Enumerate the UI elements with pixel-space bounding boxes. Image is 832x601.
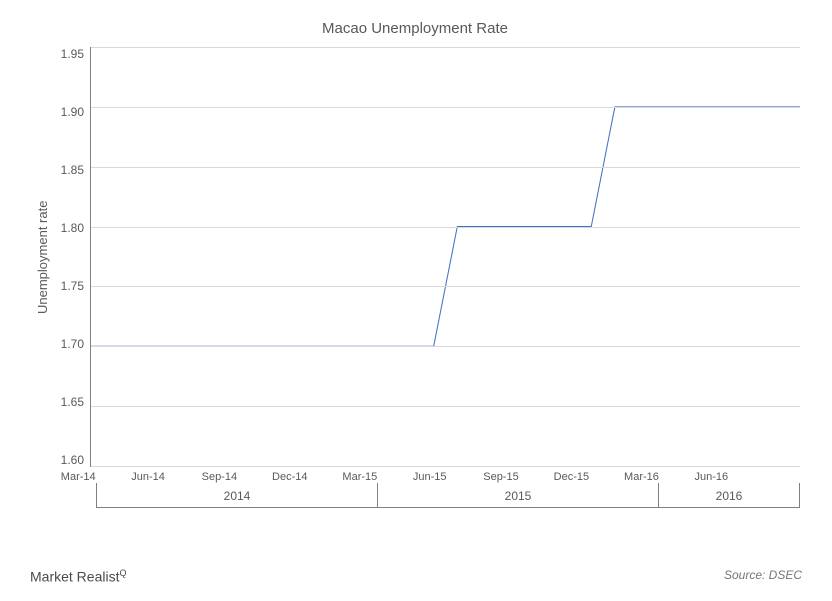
x-tick-label: Jun-16 xyxy=(694,467,764,483)
y-axis-label: Unemployment rate xyxy=(30,47,50,467)
x-tick-label: Mar-16 xyxy=(624,467,694,483)
x-tick-label: Dec-15 xyxy=(554,467,624,483)
year-group-label: 2014 xyxy=(97,483,378,508)
plot-area xyxy=(90,47,800,467)
y-tick-label: 1.80 xyxy=(50,221,84,235)
x-tick-label: Dec-14 xyxy=(272,467,342,483)
y-tick-label: 1.75 xyxy=(50,279,84,293)
gridline xyxy=(91,346,800,347)
y-tick-label: 1.85 xyxy=(50,163,84,177)
gridline xyxy=(91,167,800,168)
y-tick-label: 1.90 xyxy=(50,105,84,119)
x-tick-label: Sep-14 xyxy=(202,467,272,483)
y-axis-ticks: 1.95 1.90 1.85 1.80 1.75 1.70 1.65 1.60 xyxy=(50,47,90,467)
x-tick-label: Jun-14 xyxy=(131,467,201,483)
gridline xyxy=(91,107,800,108)
chart-container: Macao Unemployment Rate Unemployment rat… xyxy=(30,20,800,540)
gridline xyxy=(91,47,800,48)
y-tick-label: 1.60 xyxy=(50,453,84,467)
gridline xyxy=(91,227,800,228)
plot-wrapper: Unemployment rate 1.951.901.851.801.751.… xyxy=(30,47,800,467)
x-tick-label: Jun-15 xyxy=(413,467,483,483)
x-tick-label: Mar-14 xyxy=(61,467,131,483)
brand-text: Market Realist xyxy=(30,569,119,585)
x-tick-label: Mar-15 xyxy=(342,467,412,483)
brand-label: Market RealistQ xyxy=(30,568,126,585)
year-group-label: 2016 xyxy=(659,483,800,508)
x-axis-ticks: Mar-14Jun-14Sep-14Dec-14Mar-15Jun-15Sep-… xyxy=(96,467,800,483)
year-group-label: 2015 xyxy=(378,483,659,508)
x-axis-year-groups: 201420152016 xyxy=(96,483,800,508)
x-tick-label: Sep-15 xyxy=(483,467,553,483)
brand-mark: Q xyxy=(119,568,126,578)
footer: Market RealistQ Source: DSEC xyxy=(30,568,802,585)
y-tick-label: 1.65 xyxy=(50,395,84,409)
line-series xyxy=(91,47,800,466)
gridline xyxy=(91,286,800,287)
chart-title: Macao Unemployment Rate xyxy=(30,20,800,37)
source-label: Source: DSEC xyxy=(724,568,802,585)
gridline xyxy=(91,406,800,407)
y-tick-label: 1.95 xyxy=(50,47,84,61)
y-tick-label: 1.70 xyxy=(50,337,84,351)
